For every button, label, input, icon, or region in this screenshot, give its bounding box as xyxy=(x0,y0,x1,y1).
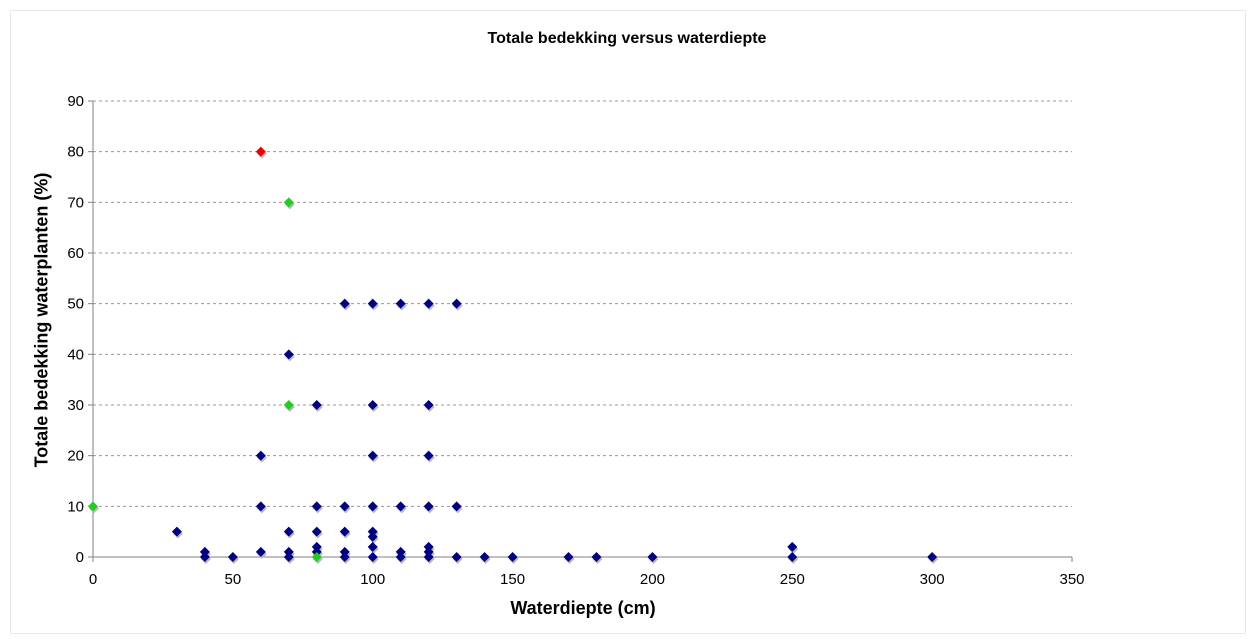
data-point xyxy=(423,400,434,410)
data-point xyxy=(199,546,210,557)
data-point xyxy=(395,298,406,309)
data-point xyxy=(311,400,322,410)
data-point xyxy=(339,552,350,562)
data-point xyxy=(339,298,350,309)
x-tick-label: 150 xyxy=(500,571,525,588)
data-point xyxy=(927,552,938,562)
data-point xyxy=(367,552,378,562)
y-tick-label: 40 xyxy=(67,346,84,363)
data-point xyxy=(283,526,294,537)
data-point xyxy=(395,546,406,557)
data-point xyxy=(339,501,350,512)
data-point xyxy=(451,501,462,512)
data-point xyxy=(563,552,574,562)
x-tick-label: 50 xyxy=(225,571,242,588)
data-point xyxy=(591,552,602,562)
data-point xyxy=(283,400,294,410)
data-point xyxy=(395,552,406,562)
chart-title: Totale bedekking versus waterdiepte xyxy=(487,30,767,47)
data-point xyxy=(423,541,434,552)
y-tick-label: 30 xyxy=(67,397,84,414)
data-point xyxy=(367,400,378,410)
x-axis-label: Waterdiepte (cm) xyxy=(510,598,656,618)
x-tick-label: 350 xyxy=(1059,571,1084,588)
data-point xyxy=(255,546,266,557)
data-point xyxy=(311,501,322,512)
y-tick-label: 90 xyxy=(67,93,84,110)
data-point xyxy=(88,501,98,512)
x-tick-label: 250 xyxy=(780,571,805,588)
data-point xyxy=(479,552,490,562)
data-point xyxy=(311,526,322,537)
data-point xyxy=(787,552,798,562)
data-point xyxy=(283,349,294,360)
data-point xyxy=(171,526,182,537)
data-point xyxy=(255,501,266,512)
data-point xyxy=(423,501,434,512)
y-tick-label: 50 xyxy=(67,296,84,313)
data-point xyxy=(367,298,378,309)
data-point xyxy=(367,541,378,552)
data-point xyxy=(367,450,378,461)
x-tick-label: 200 xyxy=(640,571,665,588)
x-tick-label: 300 xyxy=(920,571,945,588)
data-point xyxy=(339,546,350,557)
data-point xyxy=(283,197,294,208)
data-point xyxy=(423,546,434,557)
y-tick-label: 60 xyxy=(67,245,84,262)
data-point xyxy=(423,298,434,309)
data-point xyxy=(367,526,378,537)
y-tick-label: 80 xyxy=(67,144,84,161)
data-point xyxy=(311,552,322,562)
data-point xyxy=(283,552,294,562)
y-tick-label: 70 xyxy=(67,194,84,211)
data-point xyxy=(451,552,462,562)
data-points xyxy=(88,146,939,564)
data-point xyxy=(507,552,518,562)
data-point xyxy=(395,501,406,512)
data-point xyxy=(227,552,238,562)
data-point xyxy=(367,531,378,542)
axes xyxy=(88,100,1073,562)
data-point xyxy=(339,526,350,537)
data-point xyxy=(311,541,322,552)
x-tick-label: 100 xyxy=(360,571,385,588)
data-point xyxy=(451,298,462,309)
data-point xyxy=(283,546,294,557)
gridlines xyxy=(93,100,1072,507)
data-point xyxy=(255,450,266,461)
x-tick-label: 0 xyxy=(89,571,97,588)
data-point xyxy=(367,501,378,512)
y-tick-label: 20 xyxy=(67,448,84,465)
data-point xyxy=(423,552,434,562)
chart-frame xyxy=(10,10,1246,634)
data-point xyxy=(311,546,322,557)
data-point xyxy=(423,450,434,461)
data-point xyxy=(199,552,210,562)
y-tick-label: 0 xyxy=(76,549,84,566)
y-tick-label: 10 xyxy=(67,498,84,515)
data-point xyxy=(787,541,798,552)
data-point xyxy=(255,146,266,157)
data-point xyxy=(647,552,658,562)
tick-labels: 0 10 20 30 40 50 60 70 80 90 0 50 100 150 200 250 300 350 xyxy=(67,93,1084,588)
